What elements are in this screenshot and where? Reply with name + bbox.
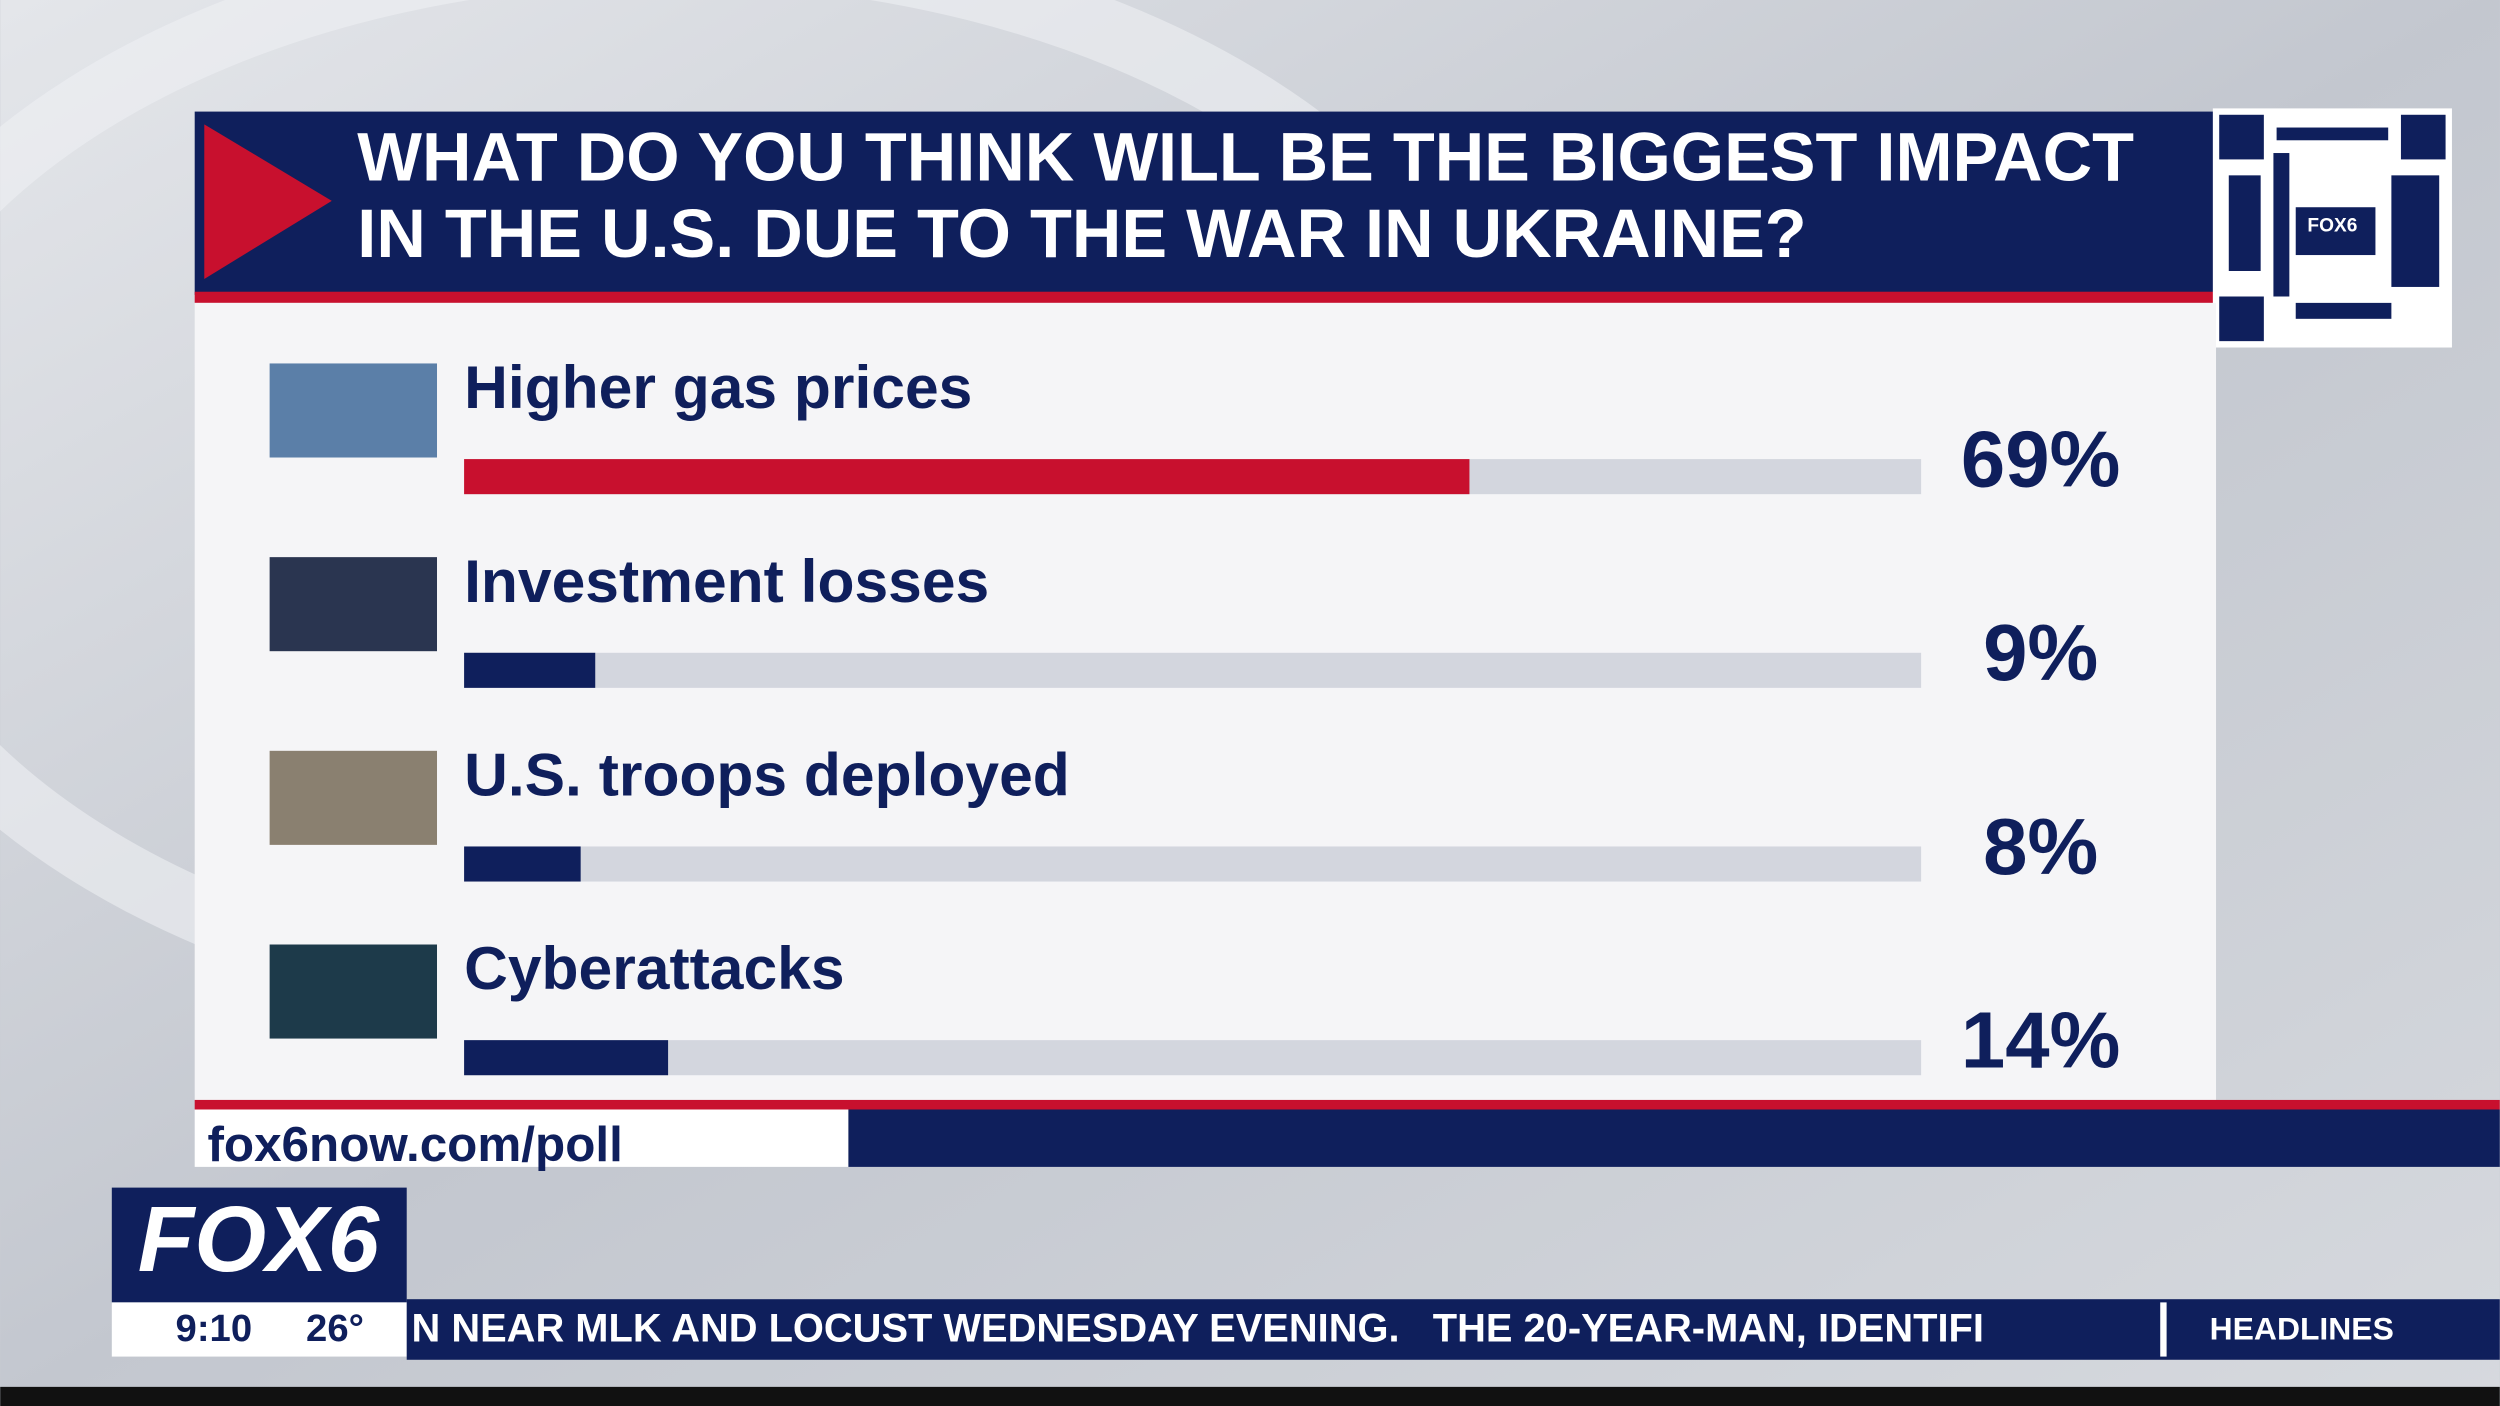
option-label: U.S. troops deployed (464, 741, 1070, 809)
bar-track (464, 846, 1922, 882)
option-label: Cyberattacks (464, 934, 844, 1002)
option-label: Investment losses (464, 547, 989, 615)
bar (464, 846, 581, 882)
time: 9:10 (176, 1307, 253, 1350)
header (194, 111, 2217, 295)
footer-stripe (194, 1099, 2500, 1110)
bar-track (464, 652, 1922, 688)
station-logo: FOX6 (138, 1187, 380, 1291)
value-label: 69% (1961, 415, 2121, 504)
value-label: 9% (1983, 608, 2098, 697)
title-line: WHAT DO YOU THINK WILL BE THE BIGGEST IM… (357, 119, 2134, 196)
ticker-bar (406, 1299, 2500, 1360)
ticker-divider (2160, 1302, 2167, 1357)
bar-track (464, 1040, 1922, 1076)
bar (464, 459, 1470, 495)
bar (464, 1040, 669, 1076)
header-stripe (194, 291, 2217, 303)
bar (464, 652, 596, 688)
thumbnail (269, 557, 438, 652)
header-arrow (204, 124, 332, 279)
poll-panel (194, 302, 2217, 1100)
qr-pattern (2219, 114, 2446, 342)
value-label: 8% (1983, 802, 2098, 891)
title-line: IN THE U.S. DUE TO THE WAR IN UKRAINE? (357, 195, 1806, 272)
bottom-edge (0, 1386, 2500, 1406)
temperature: 26° (306, 1307, 364, 1350)
thumbnail (269, 750, 438, 845)
option-label: Higher gas prices (464, 353, 972, 421)
url-box (194, 1109, 849, 1167)
qr-logo: FOX6 (2307, 215, 2357, 236)
logo-box (111, 1187, 407, 1303)
poll-url: fox6now.com/poll (207, 1117, 622, 1172)
ticker-section: HEADLINES (2210, 1310, 2394, 1346)
ticker-text: N NEAR MLK AND LOCUST WEDNESDAY EVENING.… (412, 1307, 1984, 1351)
thumbnail (269, 944, 438, 1039)
value-label: 14% (1961, 996, 2121, 1085)
thumbnail (269, 363, 438, 458)
footer-bar (848, 1109, 2500, 1167)
time-box (111, 1302, 407, 1357)
